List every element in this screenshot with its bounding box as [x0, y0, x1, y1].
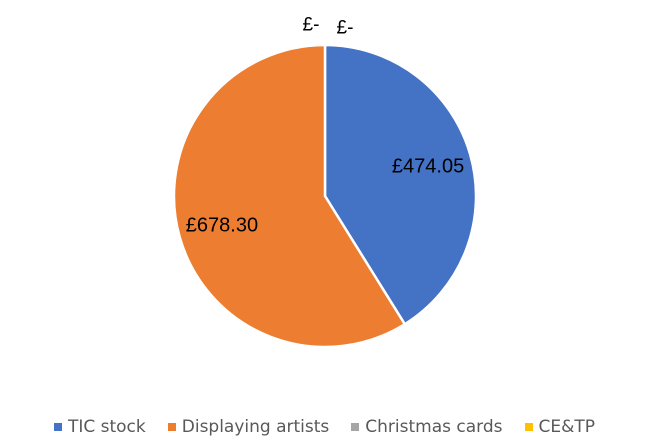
chart-legend: TIC stock Displaying artists Christmas car… — [0, 416, 649, 438]
data-label-displaying-artists: £678.30 — [186, 214, 258, 236]
legend-swatch-ce-tp — [524, 423, 533, 431]
data-label-christmas-cards: £- — [303, 15, 320, 36]
legend-item-ce-tp: CE&TP — [524, 417, 596, 437]
legend-item-displaying-artists: Displaying artists — [167, 417, 330, 437]
legend-label-ce-tp: CE&TP — [538, 417, 596, 437]
legend-item-christmas-cards: Christmas cards — [351, 417, 503, 437]
legend-label-christmas-cards: Christmas cards — [365, 417, 503, 437]
pie-slice-displaying-artists — [172, 43, 407, 349]
data-label-tic-stock: £474.05 — [392, 156, 464, 178]
legend-swatch-christmas-cards — [351, 423, 360, 431]
legend-item-tic-stock: TIC stock — [53, 417, 146, 437]
data-label-ce-tp: £- — [337, 18, 354, 39]
legend-swatch-displaying-artists — [167, 423, 176, 431]
legend-swatch-tic-stock — [53, 423, 62, 431]
pie-data-labels: £474.05 £678.30 £- £- — [186, 15, 464, 237]
pie-slices — [172, 43, 478, 349]
legend-label-tic-stock: TIC stock — [67, 417, 146, 437]
legend-label-displaying-artists: Displaying artists — [181, 417, 330, 437]
